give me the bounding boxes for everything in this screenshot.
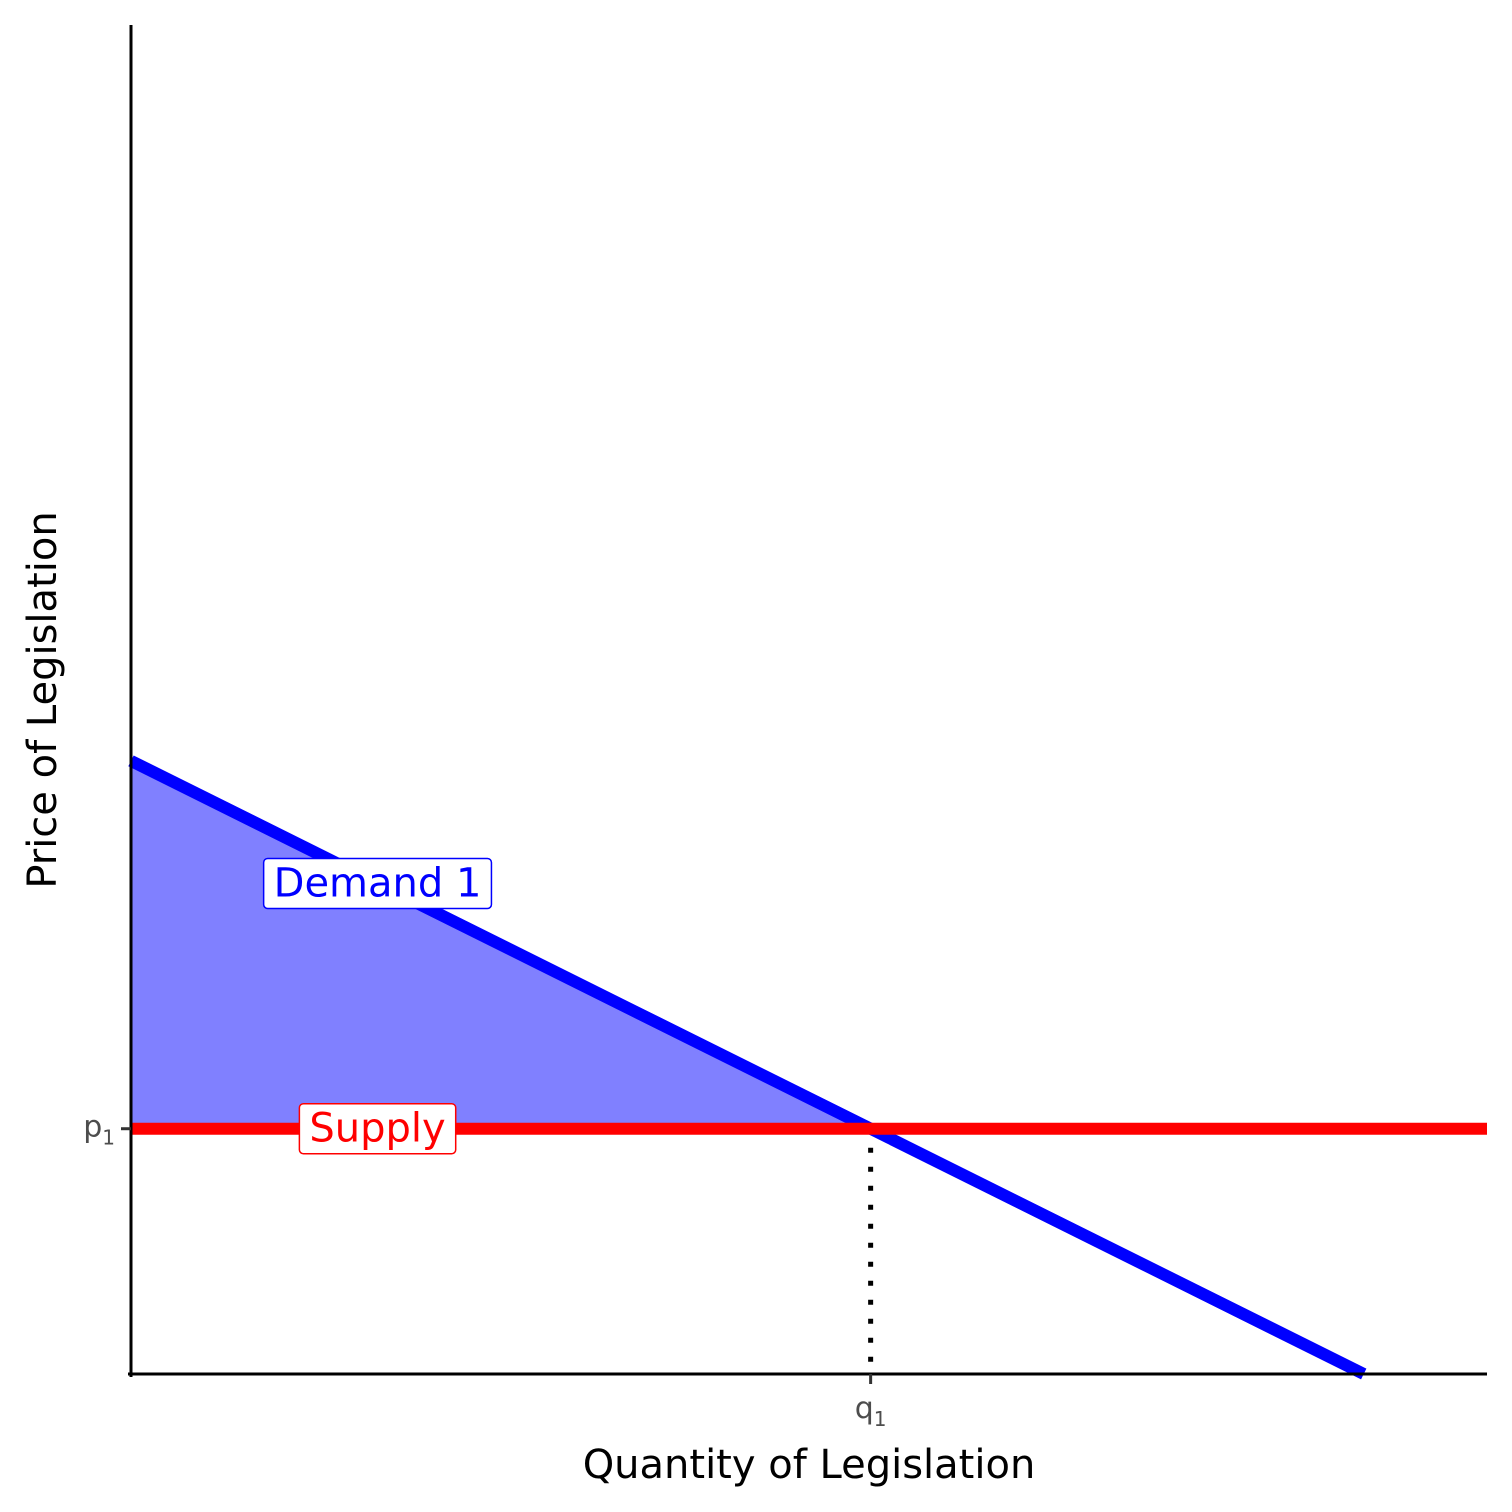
demand-1-label-box bbox=[262, 857, 493, 910]
y-axis-title: Price of Legislation bbox=[20, 511, 66, 888]
x-axis-title: Quantity of Legislation bbox=[583, 1442, 1036, 1488]
x-tick-label: q1 bbox=[855, 1391, 887, 1431]
supply-label-box bbox=[298, 1102, 457, 1155]
demand-1-label: Demand 1 bbox=[262, 857, 493, 910]
supply-label-text: Supply bbox=[309, 1106, 445, 1152]
supply-label: Supply bbox=[298, 1102, 457, 1155]
y-tick-label: p1 bbox=[83, 1110, 115, 1150]
demand-1-label-text: Demand 1 bbox=[274, 860, 482, 906]
